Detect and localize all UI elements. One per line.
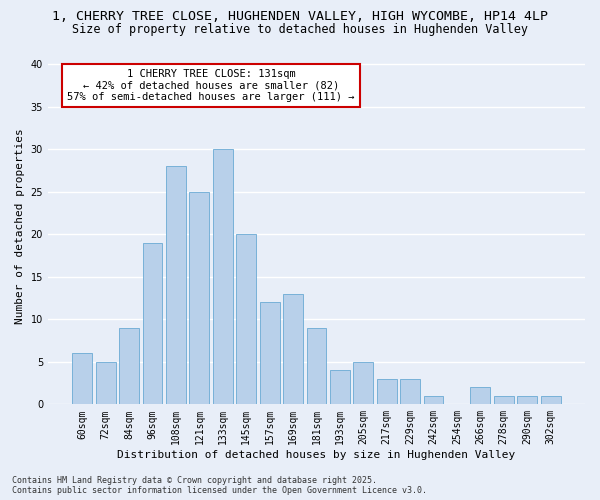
Text: 1 CHERRY TREE CLOSE: 131sqm
← 42% of detached houses are smaller (82)
57% of sem: 1 CHERRY TREE CLOSE: 131sqm ← 42% of det… [67,68,355,102]
Text: 1, CHERRY TREE CLOSE, HUGHENDEN VALLEY, HIGH WYCOMBE, HP14 4LP: 1, CHERRY TREE CLOSE, HUGHENDEN VALLEY, … [52,10,548,23]
Text: Contains HM Land Registry data © Crown copyright and database right 2025.
Contai: Contains HM Land Registry data © Crown c… [12,476,427,495]
Bar [330,370,350,404]
Bar [166,166,186,404]
Y-axis label: Number of detached properties: Number of detached properties [15,128,25,324]
Bar [190,192,209,404]
Bar [96,362,116,405]
Bar [307,328,326,404]
Bar [260,302,280,404]
X-axis label: Distribution of detached houses by size in Hughenden Valley: Distribution of detached houses by size … [118,450,515,460]
Bar [283,294,303,405]
Bar [494,396,514,404]
Bar [236,234,256,404]
Bar [424,396,443,404]
Bar [517,396,537,404]
Bar [470,388,490,404]
Bar [353,362,373,405]
Bar [377,379,397,404]
Bar [400,379,420,404]
Bar [541,396,560,404]
Bar [213,150,233,404]
Text: Size of property relative to detached houses in Hughenden Valley: Size of property relative to detached ho… [72,22,528,36]
Bar [119,328,139,404]
Bar [73,354,92,405]
Bar [143,243,163,404]
